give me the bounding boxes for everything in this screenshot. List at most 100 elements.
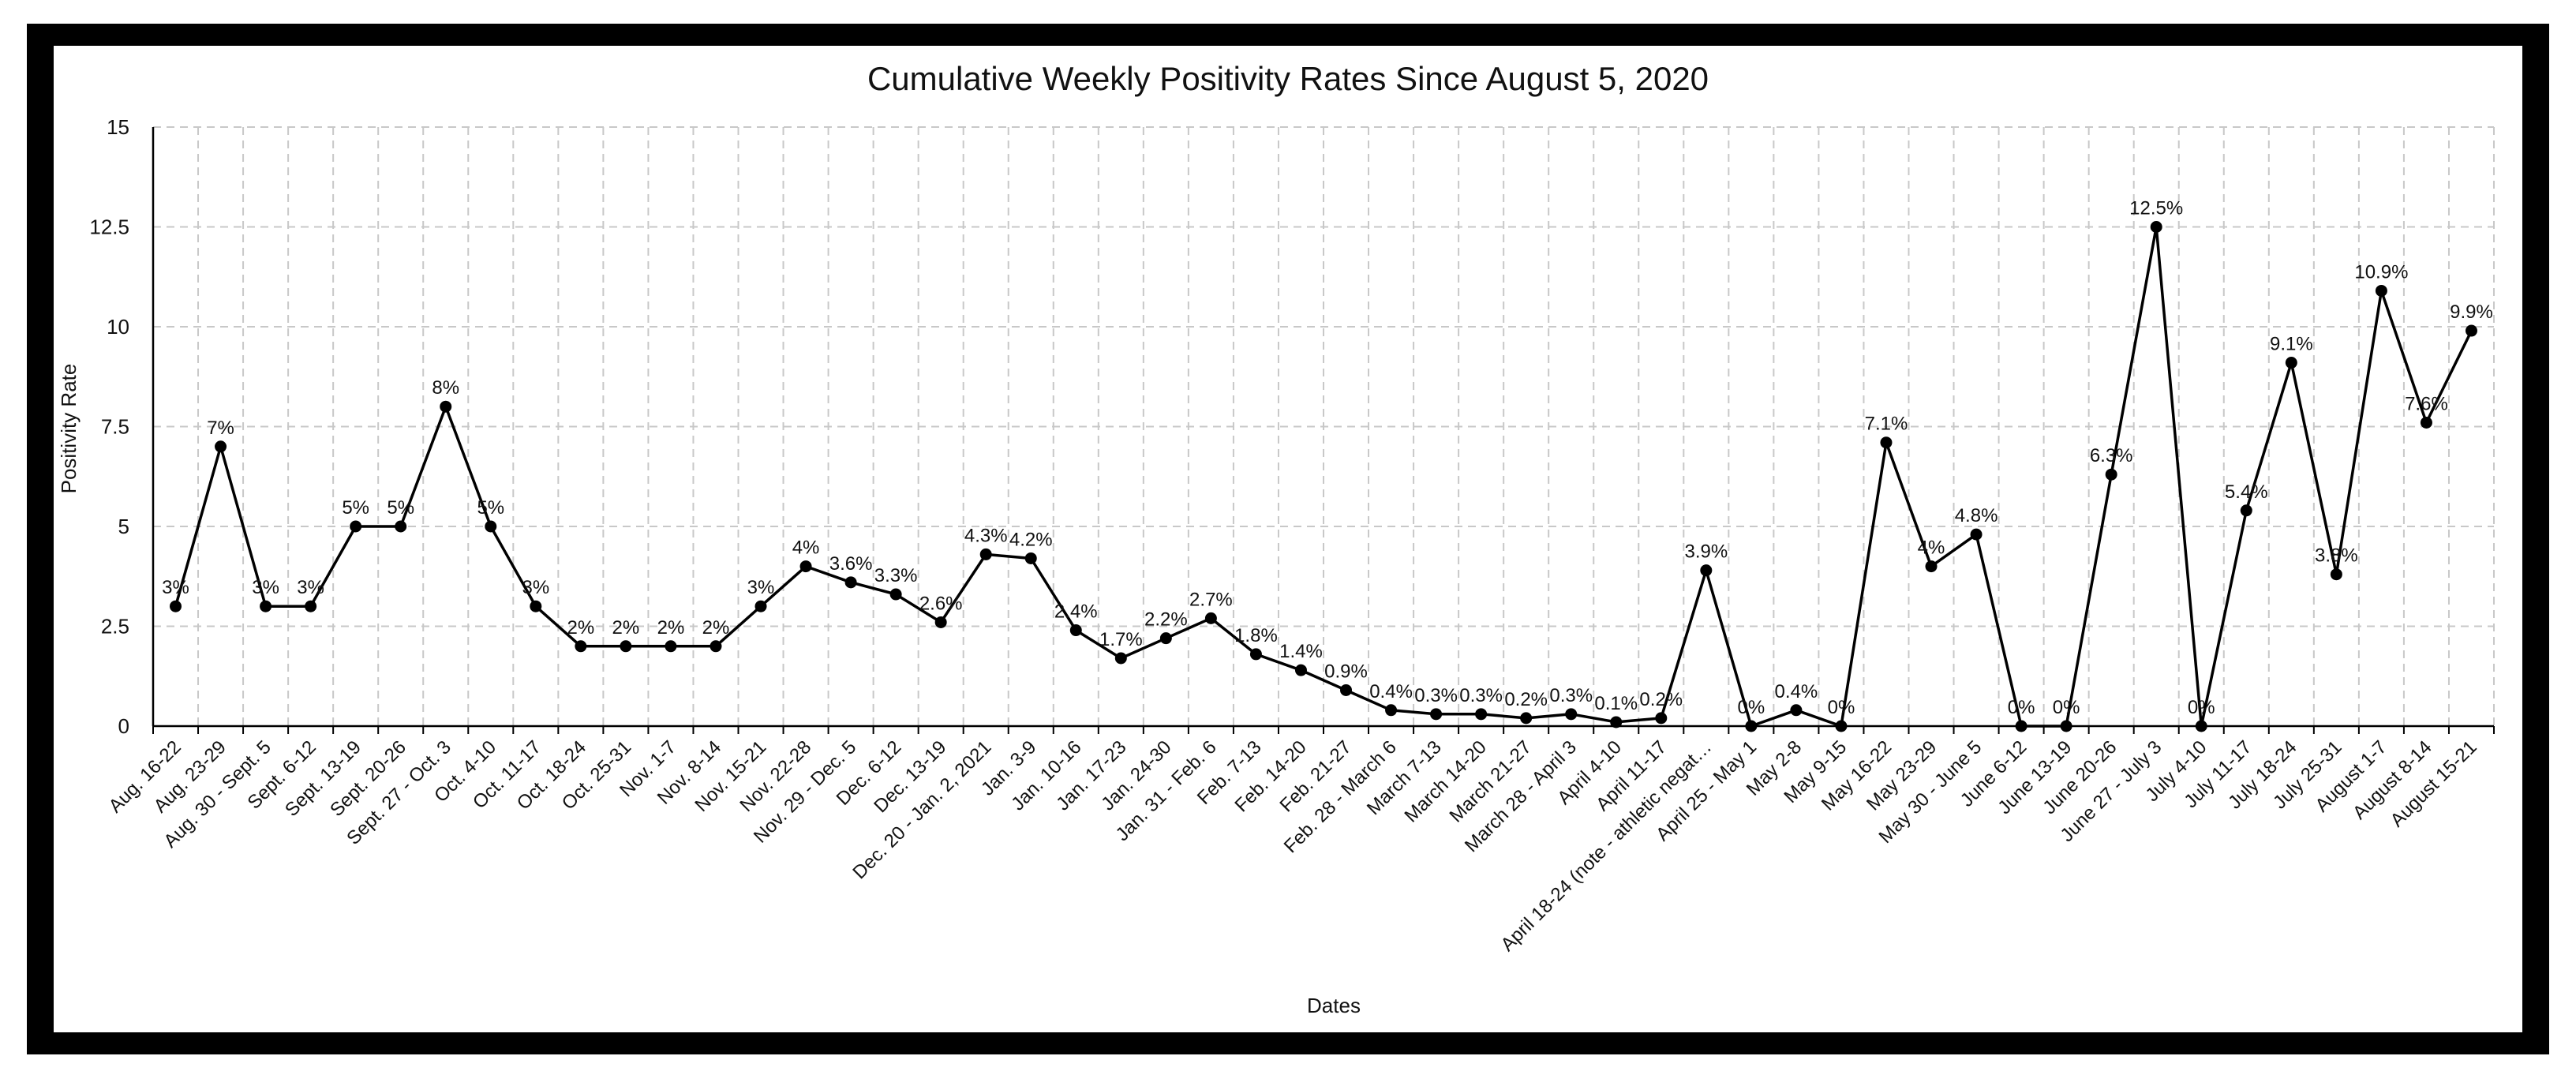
data-label: 5.4% bbox=[2225, 481, 2268, 503]
data-point bbox=[1655, 712, 1668, 725]
data-label: 0.4% bbox=[1369, 681, 1413, 702]
data-point bbox=[934, 616, 947, 628]
data-label: 2% bbox=[657, 617, 685, 638]
y-axis-label: Positivity Rate bbox=[57, 364, 80, 494]
data-point bbox=[260, 600, 272, 612]
data-label: 0.9% bbox=[1324, 661, 1368, 682]
data-point bbox=[1520, 712, 1533, 725]
data-label: 7.1% bbox=[1865, 414, 1908, 435]
data-point bbox=[485, 520, 497, 533]
data-label: 0% bbox=[2008, 697, 2035, 718]
data-label: 2.7% bbox=[1189, 589, 1233, 610]
data-label: 0% bbox=[2188, 697, 2215, 718]
data-label: 0.2% bbox=[1504, 689, 1548, 710]
data-label: 9.9% bbox=[2450, 301, 2493, 323]
data-label: 9.1% bbox=[2270, 334, 2313, 355]
series-line bbox=[174, 225, 2473, 728]
data-label: 4.3% bbox=[964, 525, 1008, 546]
data-label: 4.8% bbox=[1955, 505, 1998, 526]
data-label: 0.2% bbox=[1639, 689, 1683, 710]
data-point bbox=[710, 640, 722, 653]
data-label: 3% bbox=[747, 577, 775, 598]
data-label: 3% bbox=[162, 577, 189, 598]
data-point bbox=[2465, 324, 2477, 337]
y-tick-label: 2.5 bbox=[101, 615, 129, 638]
data-label: 7% bbox=[207, 418, 234, 439]
x-axis-label: Dates bbox=[1307, 994, 1361, 1017]
data-label: 2.2% bbox=[1144, 609, 1188, 631]
data-point bbox=[1069, 624, 1082, 637]
data-point bbox=[2060, 720, 2072, 732]
data-label: 1.4% bbox=[1279, 641, 1323, 662]
data-point bbox=[620, 640, 632, 653]
data-label: 4% bbox=[792, 537, 820, 559]
data-label: 3.6% bbox=[829, 553, 873, 575]
data-label: 1.8% bbox=[1234, 625, 1278, 646]
data-point bbox=[575, 640, 587, 653]
data-point bbox=[1745, 720, 1758, 732]
data-point bbox=[1340, 683, 1353, 696]
data-point bbox=[1565, 708, 1578, 721]
y-tick-label: 12.5 bbox=[89, 215, 129, 239]
data-point bbox=[1475, 708, 1488, 721]
plot-background bbox=[54, 46, 2522, 1032]
data-label: 2.6% bbox=[919, 593, 963, 614]
data-label: 1.7% bbox=[1099, 629, 1143, 650]
data-point bbox=[665, 640, 677, 653]
data-point bbox=[2285, 357, 2297, 369]
data-point bbox=[1700, 564, 1713, 577]
data-point bbox=[1249, 648, 1262, 661]
data-label: 6.3% bbox=[2090, 445, 2133, 466]
data-point bbox=[440, 400, 452, 413]
data-point bbox=[754, 600, 767, 612]
data-point bbox=[2105, 468, 2117, 481]
data-point bbox=[889, 588, 902, 601]
data-point bbox=[1880, 436, 1893, 449]
y-tick-label: 10 bbox=[107, 315, 129, 339]
data-point bbox=[1970, 528, 1983, 541]
data-point bbox=[395, 520, 407, 533]
data-point bbox=[305, 600, 317, 612]
data-point bbox=[1790, 704, 1803, 717]
data-label: 3.9% bbox=[1684, 541, 1728, 563]
chart-title: Cumulative Weekly Positivity Rates Since… bbox=[867, 60, 1709, 97]
data-point bbox=[2015, 720, 2027, 732]
data-label: 2% bbox=[567, 617, 595, 638]
gridlines bbox=[153, 126, 2495, 726]
data-point bbox=[350, 520, 362, 533]
data-point bbox=[1294, 664, 1307, 676]
y-tick-label: 15 bbox=[107, 115, 129, 139]
data-label: 0% bbox=[1738, 697, 1765, 718]
data-label: 0.1% bbox=[1594, 693, 1638, 714]
data-point bbox=[1835, 720, 1848, 732]
data-point bbox=[2375, 284, 2387, 297]
data-label: 0.3% bbox=[1459, 685, 1503, 706]
data-label: 5% bbox=[477, 497, 504, 519]
data-point bbox=[2195, 720, 2207, 732]
data-point bbox=[979, 548, 992, 560]
data-point bbox=[1610, 716, 1623, 728]
data-point bbox=[1925, 560, 1938, 573]
data-point bbox=[2240, 504, 2252, 517]
data-label: 3.3% bbox=[874, 565, 918, 586]
axes bbox=[152, 127, 2495, 734]
data-label: 3.8% bbox=[2315, 545, 2358, 567]
data-label: 4% bbox=[1918, 537, 1945, 559]
data-point bbox=[170, 600, 182, 612]
data-label: 0% bbox=[1828, 697, 1855, 718]
data-label: 2% bbox=[612, 617, 640, 638]
data-point bbox=[2150, 221, 2162, 233]
data-point bbox=[1114, 652, 1127, 665]
data-label: 5% bbox=[387, 497, 414, 519]
data-point bbox=[844, 576, 857, 589]
data-label: 12.5% bbox=[2129, 198, 2183, 219]
data-point bbox=[1204, 612, 1217, 624]
data-point bbox=[530, 600, 542, 612]
series-positivity-rate bbox=[170, 221, 2477, 732]
data-point bbox=[1385, 704, 1398, 717]
data-label: 3% bbox=[522, 577, 549, 598]
y-tick-labels: 0 2.5 5 7.5 10 12.5 15 bbox=[89, 115, 129, 738]
data-label: 0.3% bbox=[1549, 685, 1593, 706]
data-point bbox=[2330, 568, 2342, 581]
